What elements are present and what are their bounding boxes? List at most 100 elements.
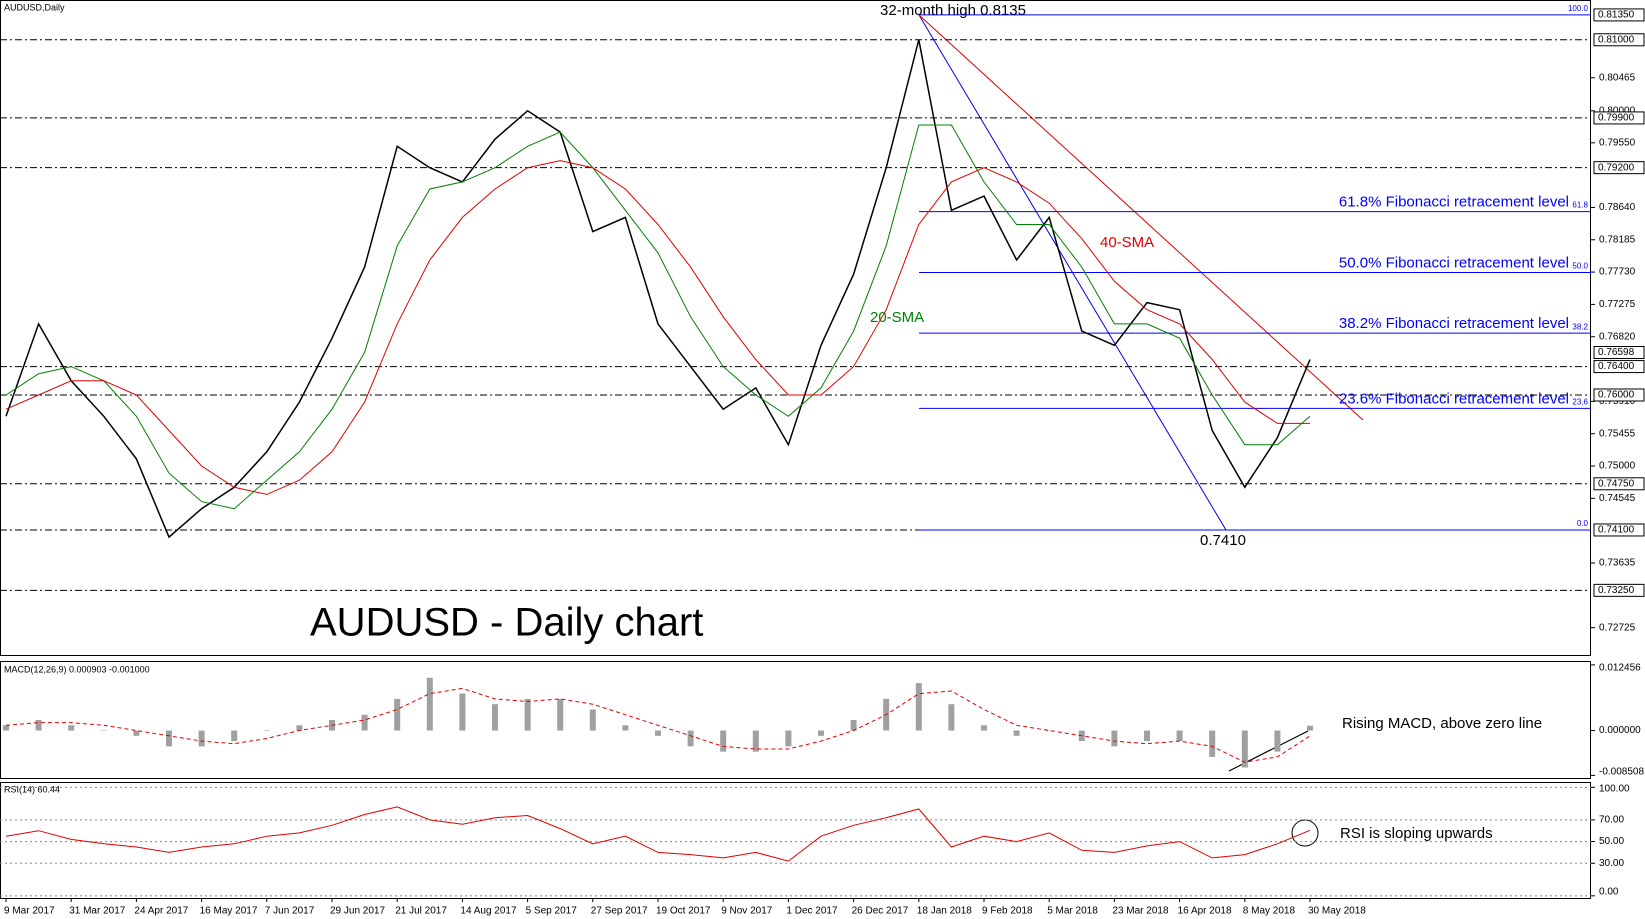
level-box: [1593, 346, 1645, 360]
level-box: [1593, 523, 1645, 537]
histogram-bar: [3, 725, 9, 731]
macd-trend-line: [1228, 730, 1309, 772]
histogram-bar: [1307, 725, 1313, 731]
level-label: 0.73250: [1598, 585, 1635, 596]
histogram-bar: [1013, 730, 1020, 736]
fib-tag: 38.2: [1572, 322, 1588, 331]
histogram-bar: [948, 704, 955, 731]
fib-label: 38.2% Fibonacci retracement level: [1339, 315, 1569, 332]
series-label: 20-SMA: [870, 309, 924, 326]
x-tick-label: 18 Jan 2018: [917, 906, 972, 917]
y-tick-label: 0.75910: [1599, 396, 1636, 407]
y-tick-label: 0.80465: [1599, 72, 1636, 83]
macd-title: MACD(12,26,9) 0.000903 -0.001000: [4, 664, 150, 674]
level-box: [1593, 8, 1645, 22]
level-label: 0.76000: [1598, 390, 1635, 401]
x-tick-label: 9 Feb 2018: [982, 906, 1033, 917]
y-tick-label: 30.00: [1599, 858, 1624, 869]
series-line: [5, 687, 1311, 763]
histogram-bar: [426, 677, 433, 731]
level-label: 0.79900: [1598, 113, 1635, 124]
fib-tag: 100.0: [1568, 4, 1589, 13]
histogram-bar: [296, 725, 303, 731]
y-tick-label: 0.80000: [1599, 105, 1636, 116]
y-tick-label: 100.00: [1599, 784, 1630, 795]
fib-label: 50.0% Fibonacci retracement level: [1339, 254, 1569, 271]
fib-tag: 50.0: [1572, 262, 1588, 271]
level-label: 0.81350: [1598, 10, 1635, 21]
x-tick-label: 7 Jun 2017: [265, 906, 315, 917]
x-tick-label: 31 Mar 2017: [69, 906, 126, 917]
level-label: 0.74100: [1598, 525, 1635, 536]
level-label: 0.81000: [1598, 34, 1635, 45]
level-box: [1593, 161, 1645, 175]
histogram-bar: [198, 730, 205, 747]
series-line: [5, 806, 1311, 862]
histogram-bar: [394, 698, 401, 731]
x-tick-label: 1 Dec 2017: [786, 906, 838, 917]
histogram-bar: [1046, 730, 1053, 732]
histogram-bar: [1209, 730, 1216, 757]
x-tick-label: 19 Oct 2017: [656, 906, 711, 917]
histogram-bar: [622, 725, 629, 731]
y-tick-label: 0.72725: [1599, 622, 1636, 633]
fib-tag: 61.8: [1572, 201, 1588, 210]
histogram-bar: [589, 709, 596, 731]
x-tick-label: 9 Mar 2017: [4, 906, 55, 917]
y-tick-label: 0.73635: [1599, 558, 1636, 569]
x-tick-label: 5 Mar 2018: [1047, 906, 1098, 917]
y-tick-label: 0.78640: [1599, 202, 1636, 213]
y-tick-label: 0.76820: [1599, 331, 1636, 342]
y-tick-label: 0.77275: [1599, 299, 1636, 310]
histogram-bar: [524, 698, 531, 731]
histogram-bar: [100, 730, 107, 732]
histogram-bar: [850, 720, 857, 731]
histogram-bar: [1111, 730, 1118, 747]
level-label: 0.76598: [1598, 347, 1635, 358]
annotation: Rising MACD, above zero line: [1342, 715, 1542, 732]
x-tick-label: 21 Jul 2017: [395, 906, 447, 917]
y-tick-label: 0.77730: [1599, 267, 1636, 278]
x-tick-label: 14 Aug 2017: [460, 906, 517, 917]
series-line: [5, 124, 1311, 510]
histogram-bar: [915, 683, 922, 731]
level-label: 0.79200: [1598, 162, 1635, 173]
histogram-bar: [818, 730, 824, 736]
y-tick-label: 0.78185: [1599, 234, 1636, 245]
histogram-bar: [35, 720, 42, 731]
series-line: [5, 160, 1310, 495]
histogram-bar: [492, 704, 498, 731]
histogram-bar: [687, 730, 694, 747]
annotation: 32-month high 0.8135: [880, 2, 1026, 19]
x-tick-label: 16 Apr 2018: [1178, 906, 1232, 917]
y-tick-label: 0.000000: [1599, 725, 1641, 736]
rsi-title: RSI(14) 60.44: [4, 784, 60, 794]
level-box: [1593, 477, 1645, 491]
histogram-bar: [231, 730, 238, 742]
x-tick-label: 27 Sep 2017: [591, 906, 648, 917]
x-tick-label: 24 Apr 2017: [134, 906, 188, 917]
y-tick-label: 0.74545: [1599, 493, 1636, 504]
trend-line-red: [918, 14, 1364, 421]
level-box: [1593, 388, 1645, 402]
series-label: 40-SMA: [1100, 234, 1154, 251]
fib-label: 61.8% Fibonacci retracement level: [1339, 194, 1569, 211]
x-tick-label: 8 May 2018: [1243, 906, 1296, 917]
x-tick-label: 9 Nov 2017: [721, 906, 773, 917]
level-box: [1593, 360, 1645, 374]
y-tick-label: 50.00: [1599, 836, 1624, 847]
chart-subtitle: AUDUSD - Daily chart: [310, 601, 703, 645]
histogram-bar: [1274, 730, 1281, 752]
histogram-bar: [785, 730, 792, 747]
y-tick-label: 0.75455: [1599, 428, 1636, 439]
annotation: 0.7410: [1200, 532, 1246, 549]
y-tick-label: 70.00: [1599, 815, 1624, 826]
x-tick-label: 29 Jun 2017: [330, 906, 385, 917]
histogram-bar: [1144, 730, 1150, 742]
main-pane: [0, 0, 1591, 656]
x-tick-label: 23 Mar 2018: [1112, 906, 1169, 917]
fib-tag: 0.0: [1577, 519, 1589, 528]
histogram-bar: [752, 730, 759, 752]
x-tick-label: 26 Dec 2017: [852, 906, 909, 917]
